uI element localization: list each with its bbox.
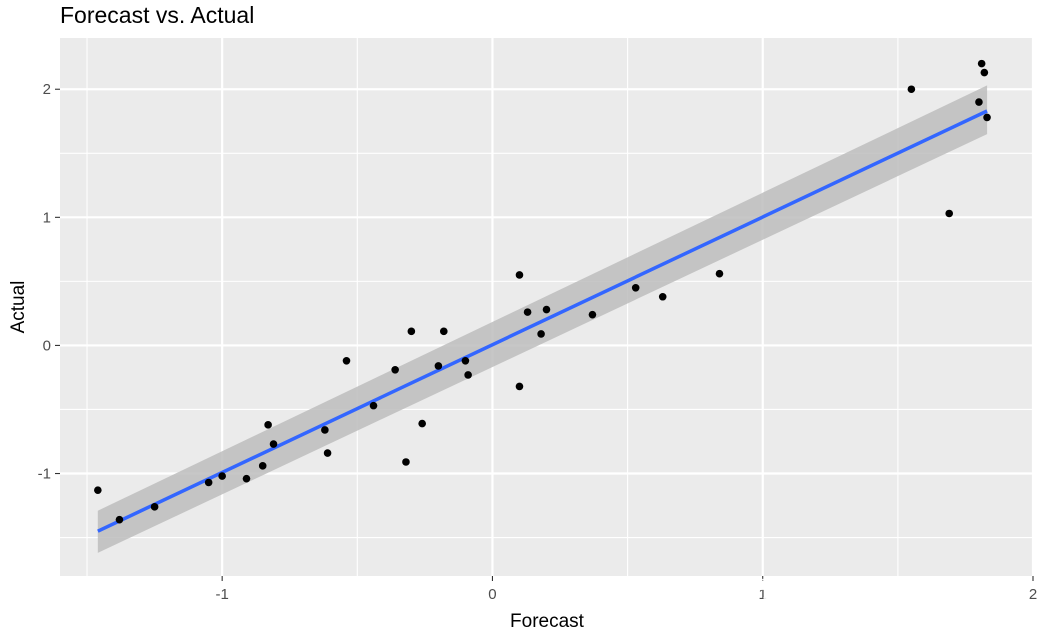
data-point (907, 85, 916, 94)
data-point (369, 401, 378, 410)
data-point (464, 371, 472, 379)
data-point (975, 98, 983, 106)
y-tick-label: -1 (38, 466, 51, 483)
x-tick-label: -1 (215, 586, 228, 603)
data-point (218, 472, 226, 480)
y-tick-label: 0 (43, 337, 51, 354)
data-point (434, 362, 443, 370)
regression-line-layer (97, 109, 988, 533)
data-point (321, 426, 329, 434)
data-point (391, 365, 399, 374)
y-axis-ticks: -1 0 1 2 (38, 81, 60, 483)
x-tick-label: 0 (488, 586, 496, 603)
data-point (977, 59, 986, 68)
data-point (264, 421, 272, 429)
data-point (204, 478, 213, 487)
regression-line (97, 109, 988, 533)
x-tick-label: 2 (1029, 586, 1037, 603)
data-point (945, 209, 954, 218)
data-point (461, 357, 470, 365)
chart-title: Forecast vs. Actual (60, 2, 254, 28)
data-point (515, 382, 524, 391)
data-point (588, 310, 597, 319)
data-point (150, 503, 159, 511)
confidence-band (97, 85, 988, 553)
x-axis-title: Forecast (510, 611, 585, 632)
watermark: 知乎 @EcoEvoPhylo (733, 575, 965, 603)
data-point (323, 449, 332, 457)
data-point (983, 113, 991, 122)
data-points-layer (94, 59, 991, 524)
data-point (542, 305, 551, 314)
x-tick-label: 1 (759, 586, 767, 603)
x-axis-ticks: -1 0 1 2 (215, 576, 1037, 603)
y-tick-label: 1 (43, 209, 51, 226)
data-point (715, 269, 724, 278)
major-gridlines (60, 38, 1035, 576)
data-point (631, 283, 640, 292)
data-point (269, 440, 278, 448)
data-point (342, 357, 351, 365)
data-point (523, 308, 532, 316)
data-point (402, 458, 410, 466)
data-point (407, 327, 416, 336)
watermark-text: 知乎 @EcoEvoPhylo (733, 575, 965, 603)
data-point (980, 68, 989, 77)
data-point (439, 327, 448, 336)
data-point (115, 515, 124, 524)
y-axis-title: Actual (8, 281, 29, 334)
data-point (658, 292, 667, 301)
data-point (258, 462, 267, 470)
confidence-band-layer (97, 85, 988, 553)
data-point (418, 419, 426, 428)
y-tick-label: 2 (43, 81, 51, 98)
data-point (537, 330, 545, 338)
data-point (242, 474, 251, 483)
data-point (515, 271, 524, 279)
data-point (94, 486, 102, 494)
